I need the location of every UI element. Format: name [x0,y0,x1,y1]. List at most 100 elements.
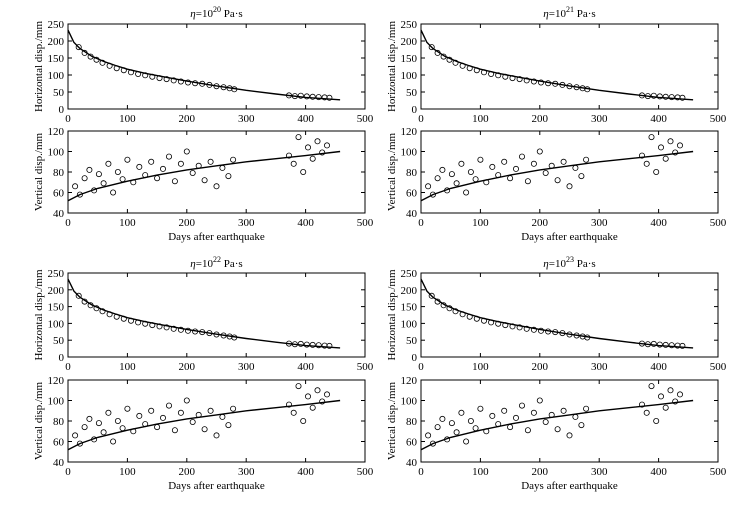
vertical-data-point [667,138,674,145]
vertical-xtick-label: 200 [532,217,549,229]
panel-title: η=1021 Pa·s [543,5,595,20]
vertical-data-point [489,412,496,419]
horizontal-ytick-label: 250 [48,19,65,31]
horizontal-ytick-label: 50 [53,335,65,347]
title-eta: η [543,8,548,20]
vertical-plot-frame [420,130,719,214]
title-base: =10 [549,258,567,270]
vertical-xtick-label: 400 [650,466,667,478]
vertical-data-point [72,432,79,439]
horizontal-ytick-label: 200 [401,285,418,297]
horizontal-plot-frame [67,272,366,358]
horizontal-xtick-label: 400 [650,361,667,373]
horizontal-data-point [75,44,82,51]
vertical-data-point [439,415,446,422]
vertical-xtick-label: 0 [418,466,424,478]
vertical-xtick-label: 200 [179,466,196,478]
horizontal-ytick-label: 0 [59,352,65,364]
title-unit: Pa·s [574,258,596,270]
vertical-data-point [677,142,684,149]
vertical-ytick-label: 100 [48,396,65,408]
horizontal-ytick-label: 100 [48,70,65,82]
vertical-data-point [171,178,178,185]
vertical-data-point [572,413,579,420]
vertical-xtick-label: 300 [238,217,255,229]
horizontal-ytick-label: 250 [48,268,65,280]
vertical-data-point [159,165,166,172]
vertical-ylabel: Vertical disp./mm [33,132,45,211]
vertical-data-point [119,425,126,432]
vertical-data-point [643,160,650,167]
horizontal-model-line [420,278,694,349]
horizontal-ytick-label: 50 [406,335,418,347]
panel-title: η=1020 Pa·s [190,5,242,20]
vertical-data-point [290,409,297,416]
title-eta: η [190,8,195,20]
vertical-data-point [566,432,573,439]
vertical-data-point [95,420,102,427]
horizontal-ytick-label: 100 [401,70,418,82]
vertical-data-point [72,183,79,190]
horizontal-data-point [303,93,310,100]
vertical-data-point [653,417,660,424]
vertical-data-point [148,407,155,414]
vertical-xtick-label: 100 [119,217,136,229]
horizontal-data-point [326,342,333,349]
vertical-data-point [183,397,190,404]
horizontal-data-point [428,44,435,51]
vertical-plot-frame [67,130,366,214]
vertical-data-point [295,383,302,390]
horizontal-ytick-label: 250 [401,19,418,31]
horizontal-data-point [516,76,523,83]
vertical-data-point [309,155,316,162]
horizontal-xtick-label: 0 [65,361,71,373]
vertical-data-point [658,393,665,400]
vertical-data-point [458,160,465,167]
horizontal-data-point [530,78,537,85]
vertical-data-point [207,407,214,414]
title-eta: η [543,258,548,270]
vertical-data-point [658,144,665,151]
horizontal-data-point [452,308,459,315]
vertical-data-point [677,391,684,398]
vertical-plot-frame [67,379,366,463]
vertical-data-point [154,424,161,431]
vertical-data-point [309,404,316,411]
horizontal-xtick-label: 200 [532,113,549,125]
vertical-data-point [434,175,441,182]
horizontal-ytick-label: 200 [48,36,65,48]
vertical-data-point [136,163,143,170]
panel-2: η=1021 Pa·s0 100 200 300 400 5000501001502002… [386,5,727,243]
horizontal-ytick-label: 100 [401,318,418,330]
vertical-data-point [507,424,514,431]
vertical-xtick-label: 100 [472,217,489,229]
vertical-xtick-label: 500 [357,466,374,478]
horizontal-ytick-label: 250 [401,268,418,280]
horizontal-xtick-label: 100 [472,113,489,125]
horizontal-xtick-label: 200 [179,113,196,125]
vertical-data-point [81,175,88,182]
vertical-data-point [86,415,93,422]
horizontal-data-point [656,341,663,348]
horizontal-data-point [668,94,675,101]
horizontal-ytick-label: 200 [48,285,65,297]
horizontal-ytick-label: 0 [59,104,65,116]
vertical-data-point [159,414,166,421]
vertical-data-point [530,409,537,416]
vertical-data-point [554,426,561,433]
vertical-data-point [425,432,432,439]
horizontal-data-point [650,340,657,347]
vertical-data-point [285,401,292,408]
vertical-data-point [524,178,531,185]
vertical-data-point [458,409,465,416]
vertical-data-point [672,149,679,156]
vertical-data-point [662,404,669,411]
vertical-ytick-label: 80 [53,416,65,428]
vertical-data-point [467,417,474,424]
title-base: =10 [196,258,214,270]
vertical-data-point [463,438,470,445]
title-unit: Pa·s [221,8,243,20]
vertical-data-point [323,391,330,398]
horizontal-data-point [538,327,545,334]
vertical-data-point [177,160,184,167]
